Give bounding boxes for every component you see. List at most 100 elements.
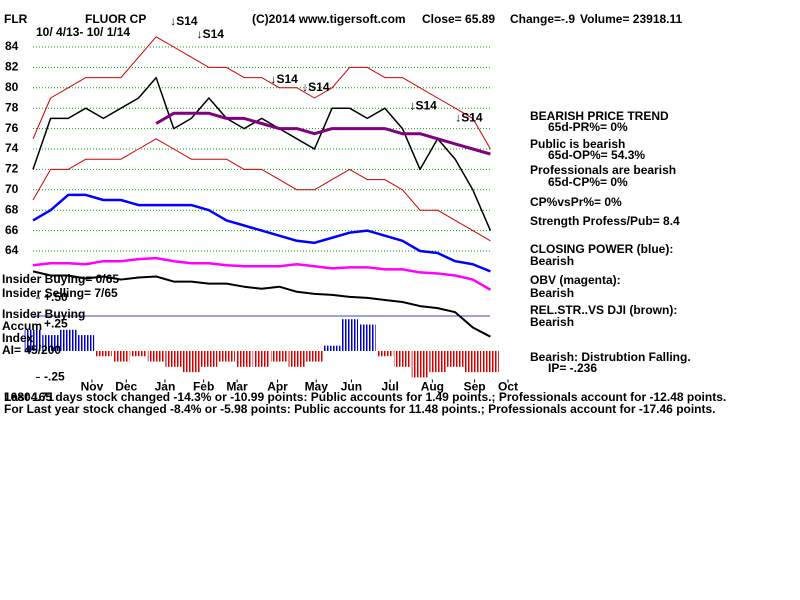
accum-bar [165, 350, 183, 367]
accum-bar [429, 350, 446, 373]
accum-bar [341, 319, 359, 351]
accum-bar [235, 350, 253, 367]
left-label: Insider Selling= 7/65 [2, 286, 118, 300]
y-tick-label: 66 [5, 223, 19, 237]
x-tick-label: Apr [267, 380, 288, 394]
accum-bar [218, 350, 235, 362]
x-tick-label: Jan [155, 380, 176, 394]
side-text: CP%vsPr%= 0% [530, 195, 622, 209]
side-text: IP= -.236 [548, 361, 597, 375]
side-text: 65d-CP%= 0% [548, 175, 628, 189]
y-tick-label: 78 [5, 100, 19, 114]
ticker: FLR [4, 12, 28, 26]
x-tick-label: Dec [115, 380, 137, 394]
series-line [32, 193, 491, 273]
x-tick-label: Oct [498, 380, 518, 394]
x-tick-label: Feb [193, 380, 214, 394]
accum-bar [464, 350, 482, 373]
chart-title: FLUOR CP [85, 12, 146, 26]
accum-bar [482, 350, 499, 373]
signal-label: ↓S14 [271, 72, 299, 86]
x-tick-label: Jul [381, 380, 398, 394]
volume: Volume= 23918.11 [580, 12, 683, 26]
left-label: Index [2, 331, 34, 345]
side-text: BEARISH PRICE TREND [530, 109, 669, 123]
series-line [32, 256, 492, 291]
series-line [32, 76, 492, 231]
accum-bar [376, 350, 394, 357]
left-label: Accum [2, 319, 42, 333]
side-text: REL.STR..VS DJI (brown): [530, 303, 677, 317]
side-text: Bearish [530, 254, 574, 268]
signal-label: ↓S14 [455, 111, 483, 125]
y-tick-label: 70 [5, 182, 19, 196]
left-label: Insider Buying [2, 307, 85, 321]
side-text: Bearish [530, 286, 574, 300]
left-label: Insider Buying= 0/65 [2, 272, 119, 286]
accum-bar [77, 335, 95, 351]
accum-bar [147, 350, 165, 362]
series-line [155, 111, 491, 156]
y2-tick-label: +.25 [44, 317, 68, 331]
accum-bar [411, 350, 429, 378]
x-tick-label: May [305, 380, 329, 394]
close: Close= 65.89 [422, 12, 495, 26]
accum-bar [358, 324, 376, 351]
x-tick-label: Nov [81, 380, 104, 394]
x-tick-label: Aug [421, 380, 444, 394]
left-label: AI= 45/200 [2, 343, 61, 357]
side-panel: BEARISH PRICE TREND 65d-PR%= 0% Public i… [530, 109, 691, 375]
side-text: 65d-PR%= 0% [548, 120, 628, 134]
footer-line: For Last year stock changed -8.4% or -5.… [4, 402, 716, 416]
change: Change=-.9 [510, 12, 575, 26]
accum-bar [323, 345, 341, 351]
y-tick-label: 68 [5, 202, 19, 216]
y-tick-label: 76 [5, 121, 19, 135]
series-line [32, 270, 491, 338]
accum-bar [446, 350, 464, 367]
side-text: Public is bearish [530, 137, 625, 151]
accum-bar [59, 329, 77, 351]
side-text: Bearish [530, 315, 574, 329]
side-text: 65d-OP%= 54.3% [548, 148, 645, 162]
x-tick-label: Jun [341, 380, 362, 394]
y-tick-label: 64 [5, 243, 19, 257]
y2-tick-label: +.50 [44, 290, 68, 304]
left-labels: Insider Buying= 0/65 Insider Selling= 7/… [2, 272, 119, 357]
x-tick-label: Mar [226, 380, 248, 394]
y2-tick-label: -.25 [44, 370, 65, 384]
side-text: OBV (magenta): [530, 273, 621, 287]
side-text: CLOSING POWER (blue): [530, 242, 673, 256]
side-text: Bearish: Distrubtion Falling. [530, 350, 691, 364]
x-tick-label: Sep [464, 380, 486, 394]
accum-bar [42, 335, 59, 351]
signal-label: ↓S14 [302, 80, 330, 94]
accum-bar [288, 350, 306, 367]
y-tick-label: 84 [5, 39, 19, 53]
accum-bar [112, 350, 130, 362]
y-tick-label: 72 [5, 162, 19, 176]
y-tick-label: 80 [5, 80, 19, 94]
y-tick-label: 82 [5, 60, 19, 74]
accum-bar [394, 350, 411, 367]
series-line [32, 36, 491, 150]
footer-dji: 16804.71 [4, 390, 54, 404]
accum-bar [95, 350, 112, 357]
accum-bar [306, 350, 323, 362]
series-line [32, 138, 491, 242]
copyright: (C)2014 www.tigersoft.com [252, 12, 406, 26]
accum-bar [130, 350, 147, 357]
side-text: Strength Profess/Pub= 8.4 [530, 214, 680, 228]
subtitle: 10/ 4/13- 10/ 1/14 [36, 25, 130, 39]
y-tick-label: 74 [5, 141, 19, 155]
footer-line: Last 165 days stock changed -14.3% or -1… [4, 390, 726, 404]
accum-bar [24, 329, 42, 351]
accum-bar [182, 350, 200, 373]
accum-bar [253, 350, 271, 367]
side-text: Professionals are bearish [530, 163, 676, 177]
signal-label: ↓S14 [197, 27, 225, 41]
accum-bar [270, 350, 288, 362]
signal-label: ↓S14 [409, 98, 437, 112]
